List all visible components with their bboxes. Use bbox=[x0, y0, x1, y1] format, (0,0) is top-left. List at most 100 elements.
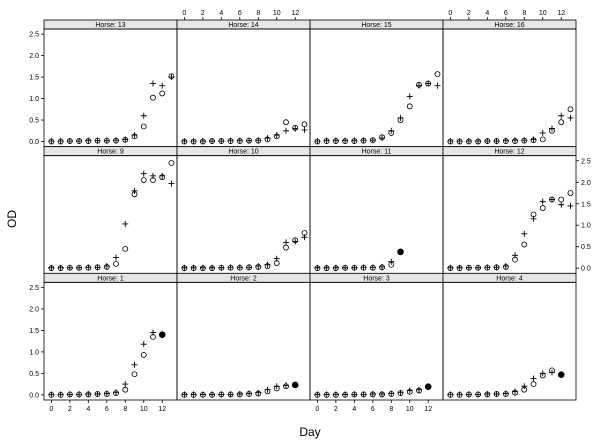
plus-point bbox=[484, 138, 491, 145]
circle-point bbox=[425, 80, 432, 87]
circle-point bbox=[521, 241, 528, 248]
x-tick-label: 0 bbox=[182, 10, 186, 17]
circle-point bbox=[292, 124, 299, 131]
circle-point bbox=[332, 265, 339, 272]
plus-point bbox=[94, 390, 101, 397]
y-tick-label: 0.5 bbox=[581, 244, 591, 251]
circle-point bbox=[283, 383, 289, 390]
strip-label: Horse: 12 bbox=[494, 149, 524, 156]
circle-point bbox=[379, 391, 385, 398]
y-tick-label: 0.0 bbox=[29, 139, 39, 146]
strip-label: Horse: 1 bbox=[97, 275, 124, 282]
plus-point bbox=[521, 383, 528, 390]
circle-point bbox=[199, 391, 206, 398]
circle-point bbox=[181, 391, 188, 398]
panel-frame bbox=[176, 155, 311, 274]
y-axis-title: OD bbox=[5, 210, 19, 228]
panel-horse-9: Horse: 9 bbox=[43, 146, 178, 274]
y-tick-label: 0.5 bbox=[29, 118, 39, 125]
circle-point bbox=[379, 134, 385, 141]
plus-point bbox=[246, 137, 253, 144]
circle-point bbox=[301, 121, 308, 128]
circle-point bbox=[66, 138, 73, 144]
x-tick-label: 2 bbox=[467, 10, 471, 17]
plus-point bbox=[131, 361, 138, 368]
circle-point bbox=[131, 371, 138, 378]
circle-point bbox=[227, 138, 234, 144]
circle-point bbox=[332, 391, 339, 398]
circle-point bbox=[447, 391, 454, 398]
x-tick-label: 0 bbox=[315, 406, 319, 413]
circle-point bbox=[558, 196, 565, 203]
circle-point bbox=[159, 90, 166, 97]
circle-point bbox=[255, 390, 262, 397]
panel-horse-13: Horse: 13 0.0 0.5 1.0 1.5 2.0 2.5 bbox=[29, 19, 178, 148]
circle-point bbox=[484, 138, 491, 144]
panel-horse-1: Horse: 1 0 2 4 6 8 10 12 0.0 0.5 1.0 1.5 2.0 2.5 bbox=[29, 272, 178, 413]
plus-point bbox=[218, 138, 225, 145]
plus-point bbox=[113, 254, 120, 261]
circle-point bbox=[255, 137, 262, 144]
x-tick-label: 4 bbox=[86, 406, 90, 413]
circle-point bbox=[539, 205, 546, 211]
panel-frame bbox=[442, 155, 577, 274]
plus-point bbox=[360, 391, 367, 398]
circle-point bbox=[103, 263, 110, 270]
panel-frame bbox=[309, 28, 444, 148]
y-tick-label: 1.0 bbox=[29, 96, 39, 103]
circle-point bbox=[66, 391, 73, 398]
plus-point bbox=[159, 82, 166, 89]
plus-point bbox=[558, 201, 565, 208]
y-tick-label: 0.5 bbox=[29, 371, 39, 378]
x-tick-label: 2 bbox=[68, 406, 72, 413]
circle-point bbox=[113, 137, 119, 144]
filled-point bbox=[291, 381, 299, 389]
x-tick-label: 8 bbox=[522, 10, 526, 17]
circle-point bbox=[493, 264, 500, 271]
circle-point bbox=[48, 391, 55, 398]
x-tick-label: 0 bbox=[448, 10, 452, 17]
circle-point bbox=[301, 230, 308, 236]
plus-point bbox=[369, 137, 376, 144]
x-tick-label: 6 bbox=[371, 406, 375, 413]
x-tick-label: 2 bbox=[201, 10, 205, 17]
circle-point bbox=[465, 391, 472, 398]
circle-point bbox=[113, 260, 119, 267]
panel-frame bbox=[43, 281, 178, 401]
plus-point bbox=[103, 137, 110, 144]
circle-point bbox=[209, 265, 215, 272]
panel-frame bbox=[176, 28, 311, 148]
plus-point bbox=[76, 264, 83, 271]
strip-label: Horse: 14 bbox=[228, 22, 258, 29]
circle-point bbox=[246, 264, 252, 271]
plus-point bbox=[209, 138, 216, 145]
circle-point bbox=[140, 123, 147, 130]
circle-point bbox=[209, 391, 215, 398]
circle-point bbox=[456, 138, 463, 145]
strip-label: Horse: 13 bbox=[95, 22, 125, 29]
plus-point bbox=[558, 112, 565, 119]
circle-point bbox=[388, 261, 395, 268]
circle-point bbox=[323, 138, 330, 144]
circle-point bbox=[283, 119, 289, 126]
x-tick-label: 10 bbox=[539, 10, 547, 17]
x-tick-label: 6 bbox=[238, 10, 242, 17]
circle-point bbox=[76, 138, 82, 144]
circle-point bbox=[323, 265, 330, 272]
circle-point bbox=[512, 389, 518, 396]
circle-point bbox=[140, 177, 147, 184]
circle-point bbox=[360, 391, 367, 398]
plus-point bbox=[351, 391, 358, 398]
panel-horse-10: Horse: 10 bbox=[176, 146, 311, 274]
x-tick-label: 6 bbox=[504, 10, 508, 17]
circle-point bbox=[190, 391, 197, 398]
plus-point bbox=[567, 202, 574, 209]
circle-point bbox=[122, 245, 129, 252]
x-tick-label: 12 bbox=[158, 406, 166, 413]
circle-point bbox=[314, 391, 321, 398]
strip-label: Horse: 10 bbox=[228, 149, 258, 156]
circle-point bbox=[447, 265, 454, 272]
plus-point bbox=[227, 391, 234, 398]
plus-point bbox=[94, 264, 101, 271]
